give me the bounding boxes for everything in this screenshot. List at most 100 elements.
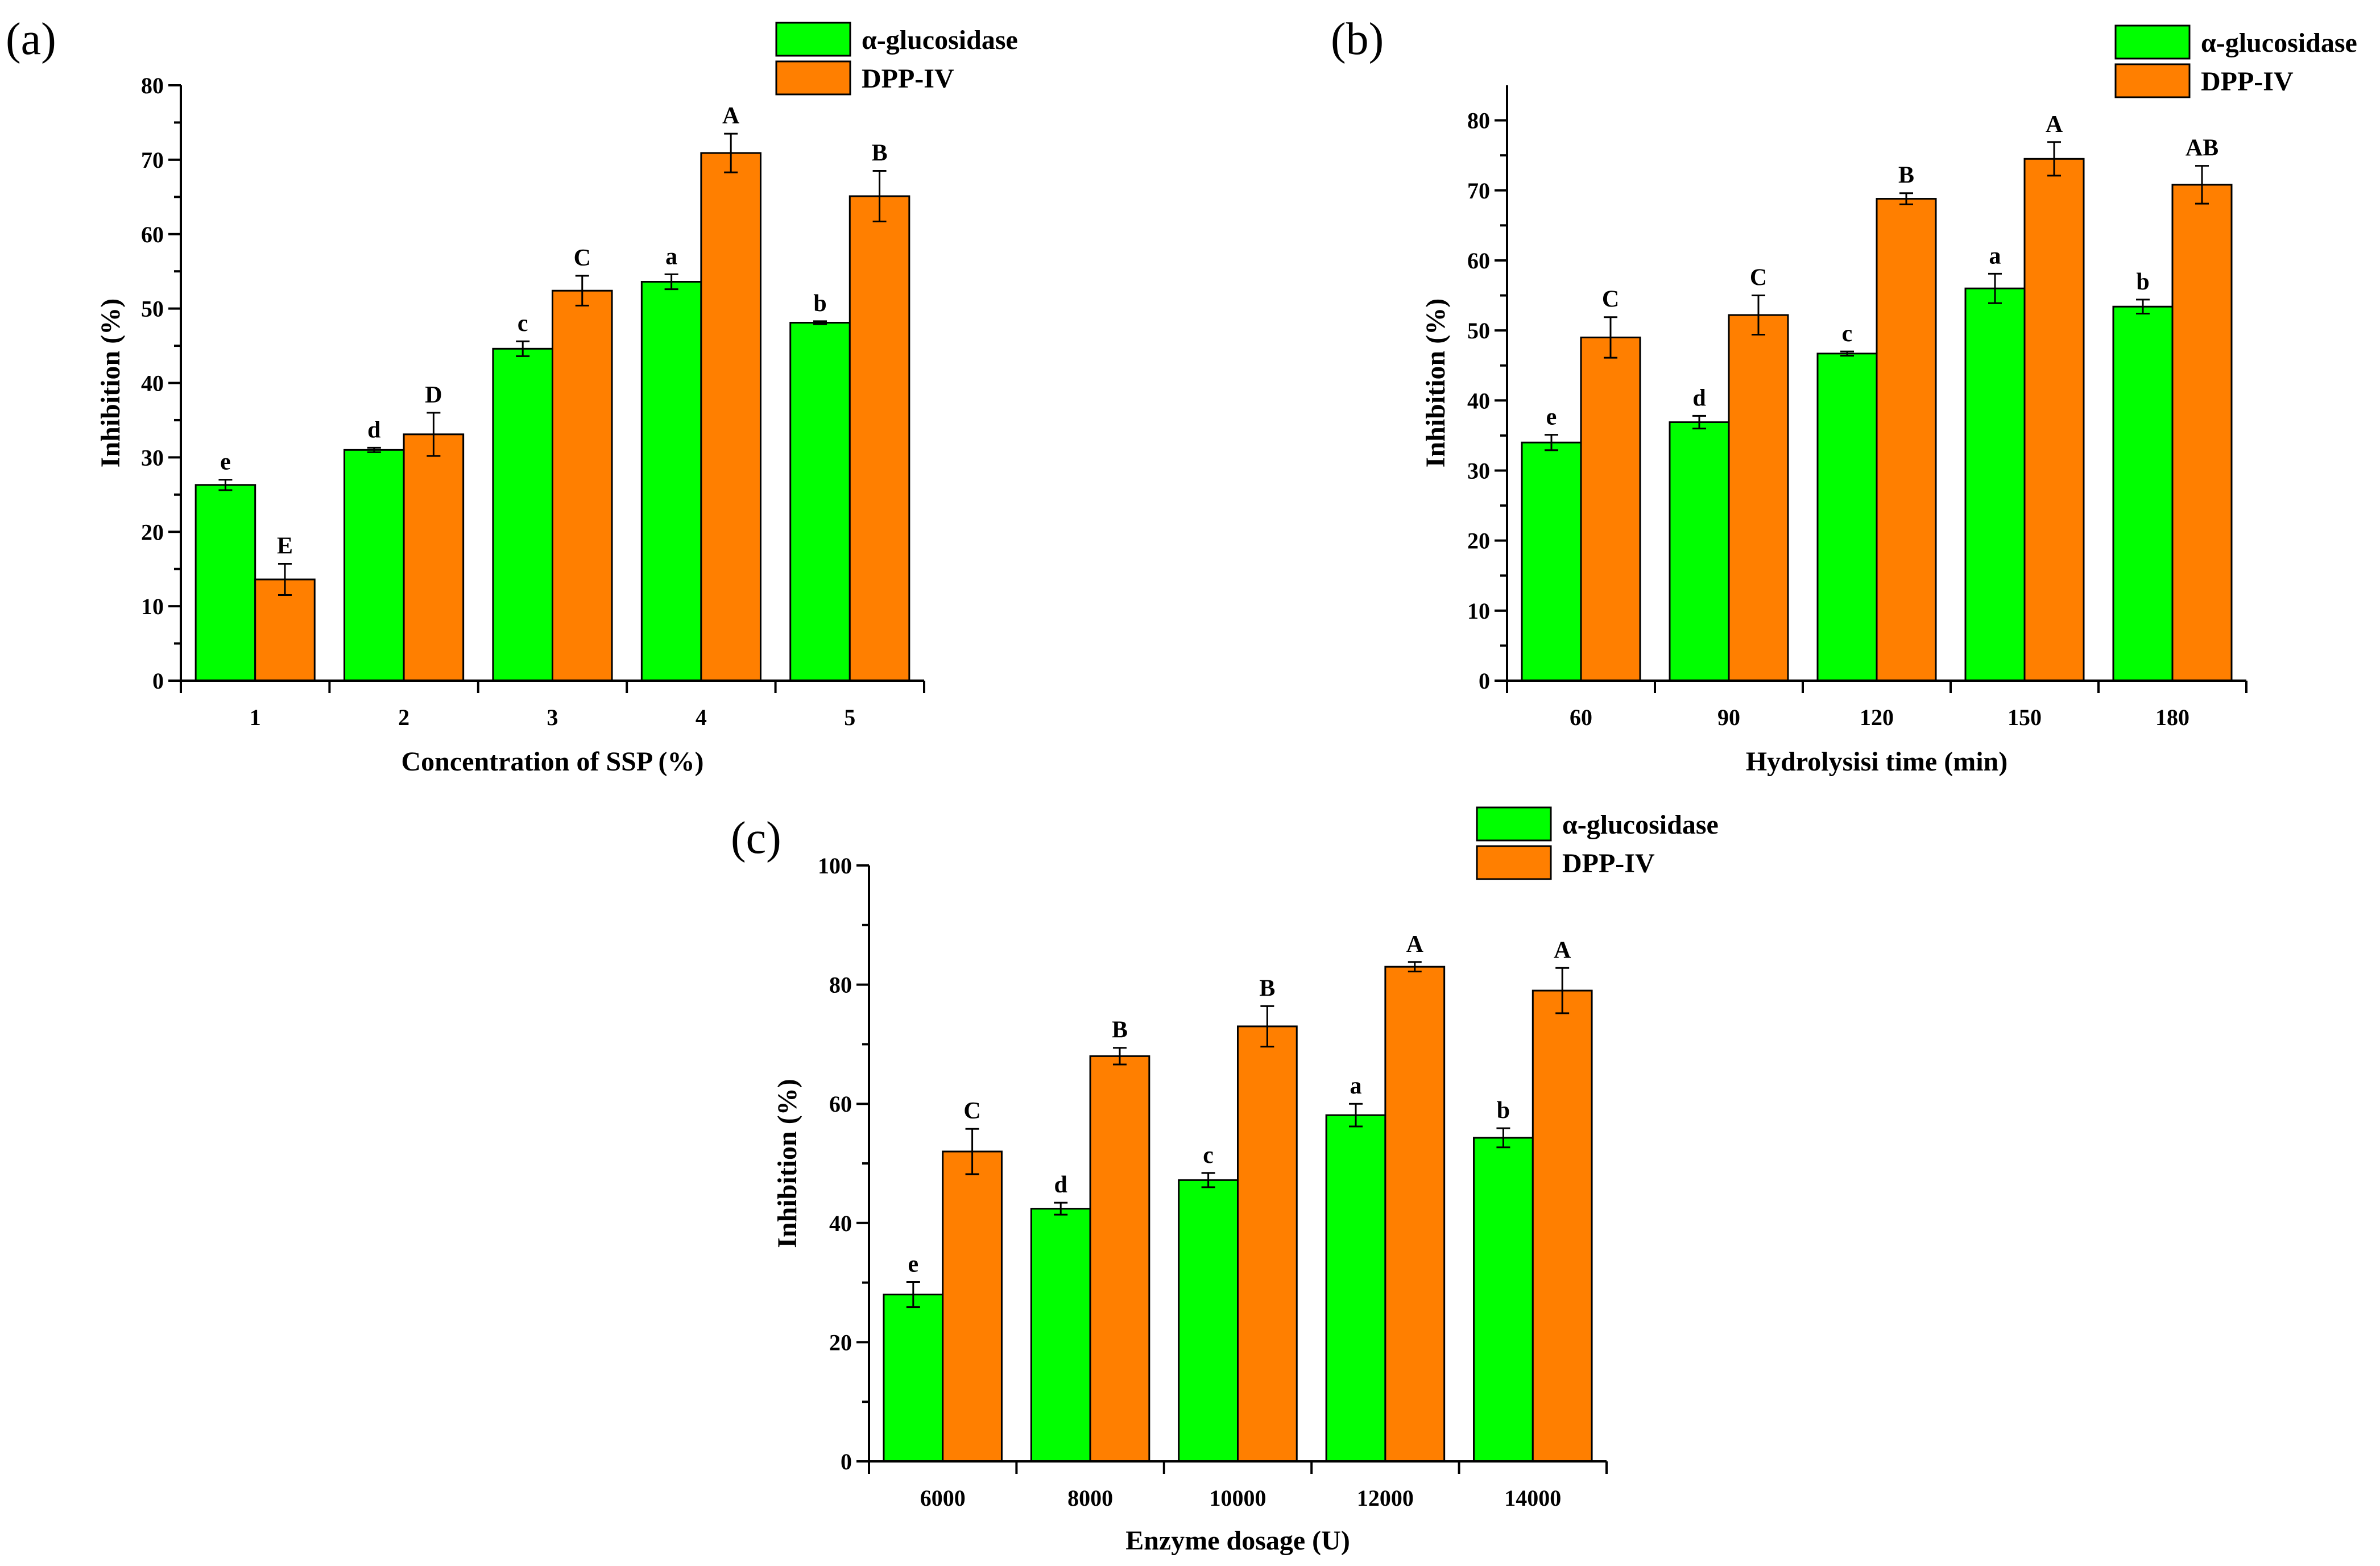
error-bar bbox=[218, 479, 233, 491]
y-tick-label: 70 bbox=[141, 147, 164, 173]
y-tick-label: 80 bbox=[829, 972, 852, 998]
dppiv-bar-180 bbox=[2171, 184, 2233, 682]
dppiv-bar-150 bbox=[2023, 158, 2085, 682]
dppiv-bar-5 bbox=[848, 195, 910, 682]
chart-panel-2: (b) e d c a b C C B A AB 0 10 20 30 40 50 60 70 80 60 90 120 15… bbox=[1331, 14, 2357, 777]
y-tick-label: 80 bbox=[1467, 108, 1490, 134]
glucosidase-bar-150 bbox=[1964, 287, 2026, 682]
dppiv-bar-6000 bbox=[942, 1150, 1003, 1463]
y-tick-label: 20 bbox=[141, 519, 164, 545]
glucosidase-bar-10000 bbox=[1178, 1179, 1239, 1463]
significance-label: d bbox=[1054, 1172, 1067, 1198]
legend-label: α-glucosidase bbox=[862, 25, 1018, 55]
error-bar bbox=[1604, 316, 1617, 359]
glucosidase-bar-2 bbox=[343, 449, 405, 682]
y-tick-label: 50 bbox=[1467, 318, 1490, 343]
x-tick-label: 90 bbox=[1717, 705, 1740, 730]
error-bar bbox=[1112, 1047, 1127, 1066]
x-tick-label: 3 bbox=[547, 705, 558, 730]
significance-label: e bbox=[1546, 404, 1557, 430]
glucosidase-bar-5 bbox=[789, 321, 851, 682]
error-bar bbox=[1555, 967, 1570, 1014]
significance-label: A bbox=[1554, 937, 1571, 963]
glucosidase-bar-6000 bbox=[883, 1294, 944, 1463]
significance-label: A bbox=[722, 103, 740, 129]
x-tick-label: 120 bbox=[1860, 705, 1894, 730]
error-bar bbox=[2136, 299, 2150, 315]
y-axis-title: Inhibition (%) bbox=[772, 1079, 802, 1248]
significance-label: c bbox=[1842, 321, 1853, 347]
significance-label: a bbox=[1350, 1073, 1362, 1099]
panel-label: (c) bbox=[731, 813, 781, 863]
y-tick-label: 60 bbox=[141, 222, 164, 247]
dppiv-bar-14000 bbox=[1532, 989, 1593, 1463]
error-bar bbox=[516, 340, 530, 357]
chart-panel-1: (a) e d c a b E D C A B 0 10 20 30 40 50 60 70 80 1 2 3 4 5 Conce… bbox=[6, 14, 1018, 777]
y-tick-label: 10 bbox=[141, 594, 164, 619]
x-tick-label: 150 bbox=[2008, 705, 2042, 730]
dppiv-bar-120 bbox=[1876, 198, 1937, 682]
significance-label: C bbox=[1750, 265, 1767, 291]
y-tick-label: 0 bbox=[841, 1449, 852, 1474]
glucosidase-bar-1 bbox=[194, 484, 256, 682]
y-tick-label: 50 bbox=[141, 296, 164, 322]
x-tick-label: 4 bbox=[696, 705, 707, 730]
y-axis-title: Inhibition (%) bbox=[1421, 299, 1451, 467]
significance-label: C bbox=[963, 1098, 980, 1124]
legend-label: DPP-IV bbox=[1562, 848, 1655, 879]
legend-swatch-glucosidase bbox=[2114, 24, 2191, 60]
error-bar bbox=[1545, 434, 1558, 451]
significance-label: B bbox=[1259, 975, 1275, 1001]
error-bar bbox=[906, 1281, 920, 1308]
significance-label: A bbox=[2046, 111, 2063, 138]
significance-label: a bbox=[1989, 243, 2001, 269]
glucosidase-bar-14000 bbox=[1473, 1137, 1534, 1463]
significance-label: b bbox=[2136, 269, 2149, 295]
error-bar bbox=[278, 563, 292, 596]
y-tick-label: 80 bbox=[141, 73, 164, 98]
error-bar bbox=[427, 412, 441, 457]
error-bar bbox=[1054, 1202, 1068, 1216]
y-tick-label: 20 bbox=[829, 1329, 852, 1355]
error-bar bbox=[813, 320, 827, 325]
significance-label: D bbox=[425, 382, 442, 408]
error-bar bbox=[664, 273, 678, 291]
legend-label: α-glucosidase bbox=[1562, 810, 1719, 840]
x-tick-label: 180 bbox=[2155, 705, 2189, 730]
legend-label: DPP-IV bbox=[2201, 67, 2294, 97]
significance-label: E bbox=[277, 533, 293, 560]
significance-label: C bbox=[1602, 287, 1619, 313]
glucosidase-bar-3 bbox=[492, 347, 553, 682]
y-axis-title: Inhibition (%) bbox=[96, 299, 126, 467]
significance-label: B bbox=[872, 140, 888, 167]
y-tick-label: 30 bbox=[141, 445, 164, 470]
legend-swatch-glucosidase bbox=[775, 22, 851, 57]
dppiv-bar-12000 bbox=[1384, 966, 1446, 1463]
significance-label: AB bbox=[2186, 135, 2218, 161]
glucosidase-bar-90 bbox=[1669, 421, 1730, 682]
y-tick-label: 20 bbox=[1467, 528, 1490, 554]
x-tick-label: 60 bbox=[1570, 705, 1592, 730]
x-tick-label: 6000 bbox=[920, 1485, 966, 1511]
error-bar bbox=[872, 170, 887, 223]
x-tick-label: 2 bbox=[398, 705, 409, 730]
glucosidase-bar-120 bbox=[1816, 353, 1878, 682]
legend-swatch-dppiv bbox=[2114, 63, 2191, 98]
dppiv-bar-10000 bbox=[1237, 1025, 1298, 1463]
significance-label: A bbox=[1406, 931, 1424, 958]
y-tick-label: 100 bbox=[818, 853, 852, 879]
significance-label: e bbox=[220, 449, 231, 475]
error-bar bbox=[1752, 295, 1765, 336]
error-bar bbox=[724, 132, 738, 173]
error-bar bbox=[1840, 350, 1854, 357]
x-tick-label: 1 bbox=[250, 705, 261, 730]
error-bar bbox=[367, 446, 381, 453]
legend-swatch-glucosidase bbox=[1476, 806, 1552, 842]
significance-label: B bbox=[1112, 1017, 1128, 1043]
x-axis-title: Enzyme dosage (U) bbox=[1125, 1526, 1350, 1556]
dppiv-bar-3 bbox=[552, 289, 613, 682]
significance-label: c bbox=[1203, 1142, 1214, 1169]
y-tick-label: 0 bbox=[152, 668, 164, 694]
error-bar bbox=[965, 1128, 979, 1175]
